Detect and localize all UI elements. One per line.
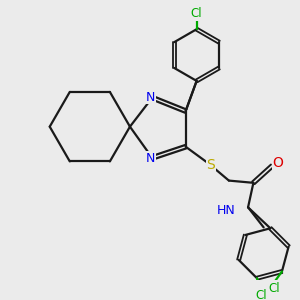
Text: Cl: Cl: [268, 282, 280, 295]
Text: S: S: [206, 158, 215, 172]
Text: O: O: [272, 156, 284, 170]
Text: HN: HN: [217, 203, 236, 217]
Text: N: N: [146, 152, 155, 165]
Text: N: N: [146, 91, 155, 104]
Text: Cl: Cl: [191, 7, 203, 20]
Text: Cl: Cl: [256, 289, 267, 300]
